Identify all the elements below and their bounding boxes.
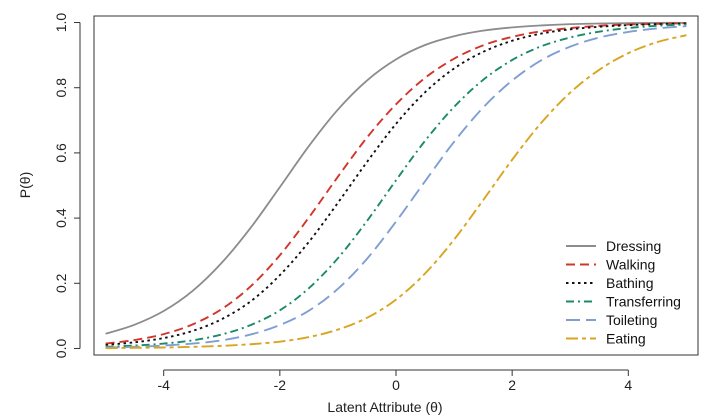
y-tick-label: 0.4 — [53, 208, 69, 228]
series-line-dressing — [105, 21, 687, 335]
series-curves — [105, 21, 687, 350]
legend-label-transferring: Transferring — [606, 294, 681, 310]
series-line-toileting — [105, 25, 687, 349]
x-tick-label: 0 — [392, 377, 400, 393]
plot-frame — [93, 15, 699, 356]
y-axis-label: P(θ) — [17, 172, 33, 198]
series-line-transferring — [105, 23, 687, 348]
series-line-bathing — [105, 22, 687, 346]
y-tick-label: 0.0 — [53, 339, 69, 359]
legend-label-eating: Eating — [606, 331, 646, 347]
series-line-walking — [105, 22, 687, 345]
x-tick-label: -2 — [274, 377, 287, 393]
series-line-eating — [105, 34, 687, 350]
legend: Dressing Walking Bathing Transferring Toilet… — [566, 238, 681, 347]
y-axis: 0.0 0.2 0.4 0.6 0.8 1.0 — [53, 13, 81, 359]
x-tick-label: 4 — [624, 377, 632, 393]
x-tick-label: 2 — [508, 377, 516, 393]
y-tick-label: 0.6 — [53, 143, 69, 163]
y-tick-label: 0.2 — [53, 273, 69, 293]
y-tick-label: 1.0 — [53, 13, 69, 33]
legend-label-walking: Walking — [606, 257, 655, 273]
legend-label-toileting: Toileting — [606, 312, 657, 328]
x-axis: -4 -2 0 2 4 — [157, 369, 632, 393]
x-tick-label: -4 — [157, 377, 170, 393]
x-axis-label: Latent Attribute (θ) — [327, 399, 442, 415]
legend-label-dressing: Dressing — [606, 238, 661, 254]
legend-label-bathing: Bathing — [606, 275, 653, 291]
y-tick-label: 0.8 — [53, 78, 69, 98]
